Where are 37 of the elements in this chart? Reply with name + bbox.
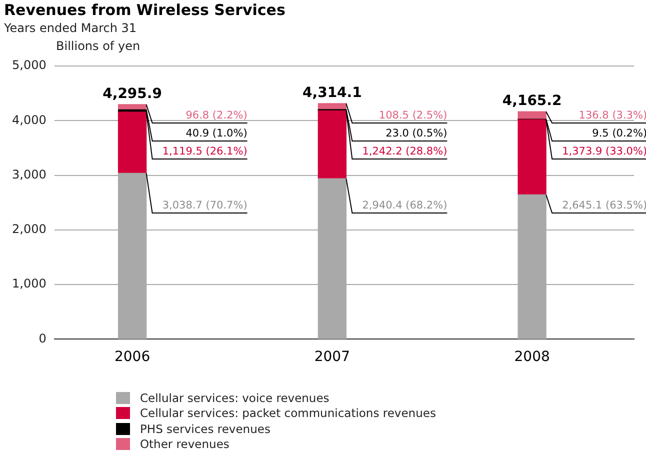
y-tick-label: 3,000 [12, 167, 46, 182]
bar [118, 112, 147, 174]
total-label: 4,314.1 [302, 85, 362, 102]
chart-title: Revenues from Wireless Services [4, 1, 286, 19]
y-axis-title: Billions of yen [56, 39, 140, 53]
y-tick-label: 2,000 [12, 222, 46, 236]
bar [518, 111, 546, 120]
x-tick-label: 2007 [314, 349, 350, 366]
bar [318, 103, 347, 110]
data-label: 3,038.7 (70.7%) [162, 199, 248, 212]
data-label: 136.8 (3.3%) [578, 109, 646, 122]
data-label: 40.9 (1.0%) [186, 127, 248, 140]
x-tick-label: 2006 [114, 349, 150, 366]
bar [118, 104, 147, 110]
data-label: 1,119.5 (26.1%) [162, 145, 248, 158]
y-tick-label: 0 [38, 331, 46, 346]
data-label: 2,940.4 (68.2%) [362, 199, 448, 212]
data-label: 2,645.1 (63.5%) [562, 199, 646, 212]
data-label: 9.5 (0.2%) [592, 127, 646, 140]
data-label: 108.5 (2.5%) [378, 109, 448, 122]
total-label: 4,165.2 [502, 93, 562, 110]
data-label: 23.0 (0.5%) [386, 127, 448, 140]
legend-label: PHS services revenues [140, 422, 270, 436]
total-label: 4,295.9 [102, 86, 162, 102]
bar [318, 110, 347, 179]
y-tick-label: 1,000 [12, 276, 46, 291]
legend-label: Cellular services: voice revenues [140, 390, 330, 405]
legend-label: Cellular services: packet communications revenues [140, 406, 436, 420]
y-tick-label: 4,000 [12, 112, 46, 127]
y-tick-label: 5,000 [12, 58, 46, 72]
x-tick-label: 2008 [514, 349, 550, 366]
data-label: 1,242.2 (28.8%) [362, 145, 448, 158]
data-label: 96.8 (2.2%) [186, 109, 248, 122]
chart-subtitle: Years ended March 31 [4, 21, 137, 35]
data-label: 1,373.9 (33.0%) [562, 145, 646, 158]
legend-label: Other revenues [140, 437, 230, 452]
bar [518, 119, 546, 195]
